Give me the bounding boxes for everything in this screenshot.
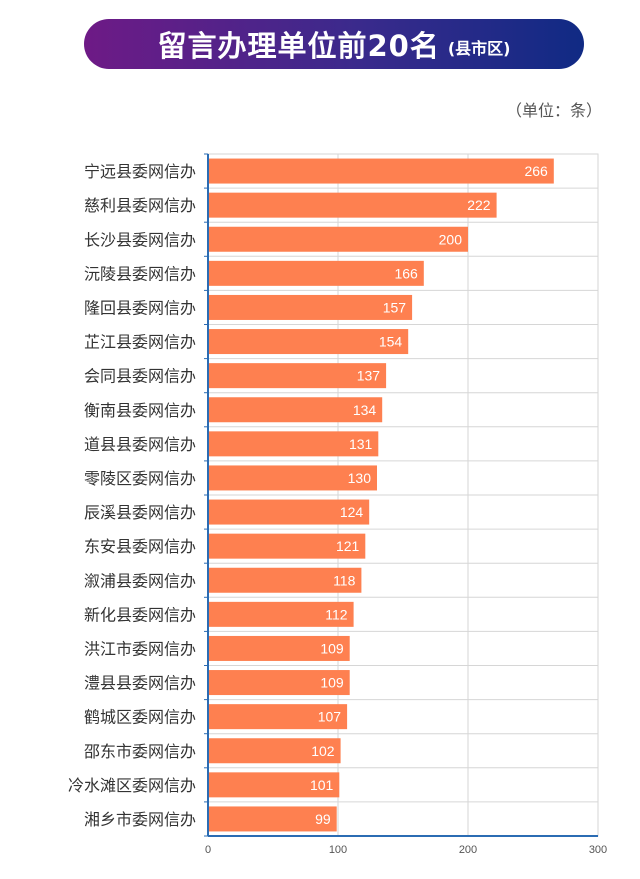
bar — [208, 431, 379, 457]
category-label: 冷水滩区委网信办 — [68, 776, 196, 795]
bar-value-label: 112 — [325, 606, 348, 622]
chart-title: 留言办理单位前20名 — [157, 29, 440, 63]
bar-value-label: 99 — [315, 811, 331, 827]
bar-value-label: 137 — [357, 368, 381, 384]
bar — [208, 601, 354, 627]
category-label: 会同县委网信办 — [84, 367, 196, 386]
bar — [208, 772, 340, 798]
title-banner: 留言办理单位前20名 (县市区) — [84, 19, 584, 69]
bar-value-label: 109 — [320, 675, 344, 691]
bar-value-label: 166 — [394, 265, 418, 281]
category-label: 宁远县委网信办 — [84, 162, 196, 181]
bar — [208, 533, 366, 559]
category-label: 邵东市委网信办 — [84, 742, 196, 761]
category-label: 道县县委网信办 — [84, 435, 196, 454]
bar-value-label: 266 — [524, 163, 548, 179]
bar-value-label: 107 — [318, 709, 342, 725]
bar-value-label: 124 — [340, 504, 364, 520]
x-tick-label: 300 — [589, 844, 607, 856]
bar — [208, 670, 350, 696]
category-label: 溆浦县委网信办 — [84, 571, 196, 590]
bar — [208, 158, 554, 184]
bar-value-label: 157 — [383, 299, 407, 315]
bar-value-label: 200 — [439, 231, 463, 247]
category-label: 鹤城区委网信办 — [84, 708, 196, 727]
category-label: 长沙县委网信办 — [84, 230, 196, 249]
bar — [208, 363, 387, 389]
category-label: 洪江市委网信办 — [84, 639, 196, 658]
bar-value-label: 154 — [379, 334, 403, 350]
category-label: 慈利县委网信办 — [84, 196, 196, 215]
category-label: 新化县委网信办 — [84, 605, 196, 624]
bar — [208, 294, 413, 320]
bar-value-label: 134 — [353, 402, 377, 418]
bar — [208, 260, 424, 286]
category-label: 东安县委网信办 — [84, 537, 196, 556]
category-label: 芷江县委网信办 — [84, 333, 196, 352]
unit-label: （单位：条） — [505, 101, 602, 120]
category-label: 辰溪县委网信办 — [84, 503, 196, 522]
category-label: 隆回县委网信办 — [84, 298, 196, 317]
bar-value-label: 118 — [333, 572, 356, 588]
category-label: 沅陵县委网信办 — [84, 264, 196, 283]
bar — [208, 465, 377, 491]
category-label: 湘乡市委网信办 — [84, 810, 196, 829]
bar — [208, 567, 362, 593]
bar-value-label: 102 — [311, 743, 335, 759]
bar — [208, 397, 383, 423]
category-label: 衡南县委网信办 — [84, 401, 196, 420]
bar-value-label: 222 — [467, 197, 491, 213]
category-label: 澧县县委网信办 — [84, 674, 196, 693]
bar — [208, 738, 341, 764]
bar — [208, 704, 348, 730]
bar — [208, 192, 497, 218]
bar — [208, 226, 468, 252]
bar-value-label: 131 — [349, 436, 373, 452]
bar-value-label: 121 — [336, 538, 360, 554]
bar — [208, 635, 350, 661]
bar — [208, 499, 370, 525]
bar-value-label: 109 — [320, 640, 344, 656]
x-tick-label: 100 — [329, 844, 347, 856]
bar — [208, 806, 337, 832]
category-label: 零陵区委网信办 — [84, 469, 196, 488]
x-tick-label: 0 — [205, 844, 211, 856]
bar — [208, 329, 409, 355]
bar-value-label: 101 — [310, 777, 334, 793]
bar-value-label: 130 — [348, 470, 372, 486]
x-tick-label: 200 — [459, 844, 477, 856]
chart-subtitle: (县市区) — [447, 39, 511, 58]
